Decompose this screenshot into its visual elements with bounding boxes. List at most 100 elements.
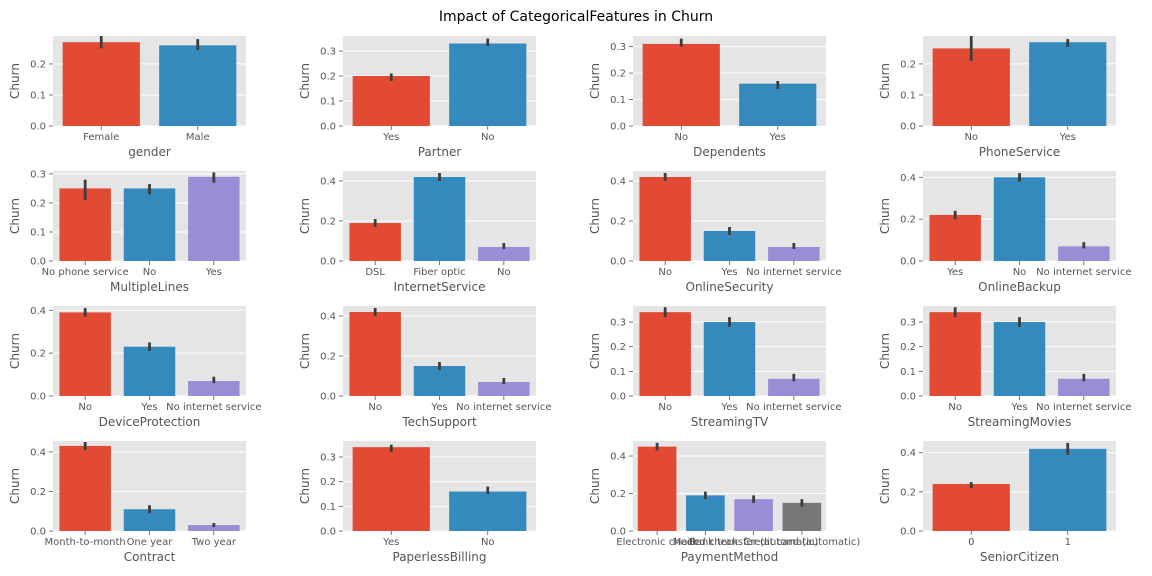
bar: [993, 322, 1046, 396]
y-tick-label: 0.0: [900, 257, 916, 268]
y-tick-label: 0.0: [320, 122, 336, 133]
y-tick-label: 0.1: [320, 502, 336, 513]
y-tick-label: 0.0: [900, 392, 916, 403]
bar: [413, 177, 466, 261]
y-tick-label: 0.4: [610, 452, 626, 463]
subplot-1: 0.0 0.1 0.2 Female Male gender Churn: [8, 36, 246, 159]
x-tick-label: Yes: [769, 132, 786, 143]
y-tick-label: 0.4: [900, 173, 916, 184]
y-tick-label: 0.2: [610, 342, 626, 353]
x-tick-label: Credit card (automatic): [744, 537, 861, 548]
bar: [188, 176, 240, 261]
x-tick-label: 1: [1065, 537, 1071, 548]
bar: [59, 188, 111, 261]
y-axis-label: Churn: [8, 198, 22, 234]
y-axis-label: Churn: [878, 468, 892, 504]
y-axis-label: Churn: [298, 468, 312, 504]
x-tick-label: No internet service: [1036, 267, 1131, 278]
y-tick-label: 0.2: [610, 69, 626, 80]
y-tick-label: 0.2: [610, 489, 626, 500]
subplot-5: 0.0 0.1 0.2 0.3 No phone service No Yes Multipl…: [8, 169, 246, 294]
x-tick-label: No internet service: [166, 402, 261, 413]
bar: [449, 491, 527, 531]
y-tick-label: 0.0: [320, 392, 336, 403]
bar: [686, 495, 725, 531]
x-tick-label: Yes: [140, 402, 157, 413]
x-axis-label: PhoneService: [979, 145, 1061, 159]
x-tick-label: Fiber optic: [413, 267, 465, 278]
y-tick-label: 0.1: [30, 227, 46, 238]
x-tick-label: Yes: [430, 402, 447, 413]
bar: [1029, 42, 1107, 127]
y-tick-label: 0.2: [320, 352, 336, 363]
x-tick-label: Female: [83, 132, 119, 143]
y-tick-label: 0.0: [30, 122, 46, 133]
bar: [1029, 448, 1107, 531]
bar: [349, 312, 401, 396]
bar: [1058, 378, 1110, 396]
bar: [734, 499, 773, 531]
x-axis-label: MultipleLines: [110, 280, 189, 294]
bar: [639, 312, 691, 396]
bar: [993, 177, 1046, 261]
x-tick-label: No: [78, 402, 92, 413]
y-tick-label: 0.4: [320, 312, 336, 323]
bar: [123, 346, 176, 396]
x-tick-label: Yes: [1059, 132, 1076, 143]
subplot-2: 0.0 0.1 0.2 0.3 Yes No Partner Churn: [298, 36, 536, 159]
y-tick-label: 0.0: [610, 527, 626, 538]
bar: [642, 43, 720, 126]
x-axis-label: SeniorCitizen: [980, 550, 1059, 564]
y-tick-label: 0.2: [900, 215, 916, 226]
bar: [159, 45, 237, 126]
x-tick-label: No: [658, 402, 672, 413]
y-tick-label: 0.0: [610, 392, 626, 403]
y-tick-label: 0.3: [320, 47, 336, 58]
x-tick-label: DSL: [365, 267, 385, 278]
y-tick-label: 0.0: [610, 257, 626, 268]
y-axis-label: Churn: [298, 63, 312, 99]
bar: [413, 366, 466, 396]
x-axis-label: PaymentMethod: [681, 550, 779, 564]
x-tick-label: No: [481, 132, 495, 143]
y-tick-label: 0.3: [610, 42, 626, 53]
x-tick-label: Two year: [191, 537, 237, 548]
y-tick-label: 0.1: [610, 367, 626, 378]
x-tick-label: No: [658, 267, 672, 278]
bar: [188, 381, 240, 396]
subplot-6: 0.0 0.2 0.4 DSL Fiber optic No InternetService…: [298, 171, 536, 294]
bar: [768, 247, 820, 261]
y-tick-label: 0.0: [30, 257, 46, 268]
bar: [703, 231, 756, 261]
bar: [929, 214, 981, 261]
y-tick-label: 0.4: [30, 447, 46, 458]
bar: [478, 247, 530, 261]
y-tick-label: 0.2: [320, 477, 336, 488]
x-tick-label: No: [674, 132, 688, 143]
y-axis-label: Churn: [588, 198, 602, 234]
x-tick-label: No: [948, 402, 962, 413]
y-tick-label: 0.3: [320, 453, 336, 464]
y-tick-label: 0.0: [900, 527, 916, 538]
x-tick-label: Bank transfer (automatic): [689, 537, 818, 548]
x-tick-label: Yes: [720, 267, 737, 278]
y-tick-label: 0.1: [610, 95, 626, 106]
y-tick-label: 0.3: [30, 169, 46, 180]
x-tick-label: Yes: [1010, 402, 1027, 413]
y-tick-label: 0.2: [320, 72, 336, 83]
bar: [639, 177, 691, 261]
x-tick-label: Male: [186, 132, 210, 143]
y-tick-label: 0.0: [610, 122, 626, 133]
y-tick-label: 0.2: [320, 217, 336, 228]
bar: [188, 525, 240, 531]
y-tick-label: 0.1: [30, 90, 46, 101]
x-axis-label: StreamingTV: [691, 415, 769, 429]
y-tick-label: 0.2: [30, 59, 46, 70]
x-tick-label: Mailed check: [673, 537, 738, 548]
y-axis-label: Churn: [878, 198, 892, 234]
bar: [782, 502, 822, 531]
y-tick-label: 0.1: [900, 90, 916, 101]
